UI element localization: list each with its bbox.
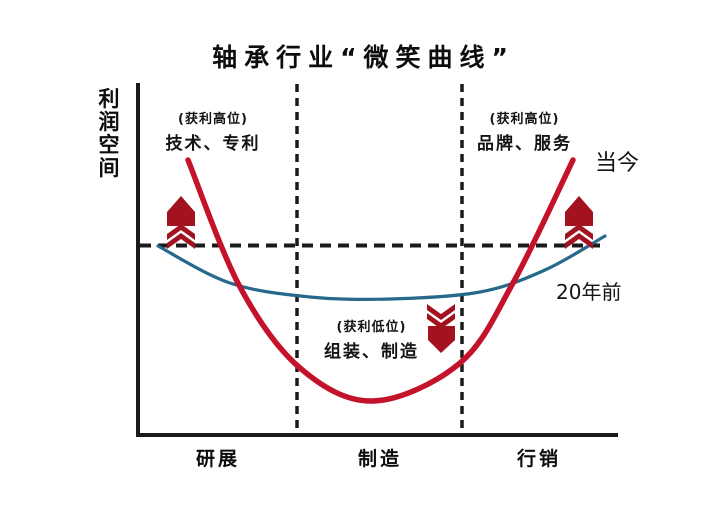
curve-today <box>185 157 576 404</box>
curve-20-years-ago <box>156 234 607 302</box>
up-arrow-left-icon <box>167 196 195 249</box>
annotation-rd-tag: (获利高位) <box>178 112 248 127</box>
annotation-rd-label: 技术、专利 <box>165 134 261 154</box>
y-axis-label: 利润空间 <box>98 87 120 181</box>
x-axis-label-mkt: 行销 <box>516 448 561 470</box>
annotation-marketing-label: 品牌、服务 <box>477 134 572 154</box>
chart-title: 轴承行业“微笑曲线” <box>212 43 515 72</box>
up-arrow-right-icon <box>565 196 593 249</box>
annotation-manufacturing-label: 组装、制造 <box>324 342 419 362</box>
x-axis-label-mfg: 制造 <box>357 448 402 470</box>
annotation-manufacturing: (获利低位) 组装、制造 <box>294 316 449 362</box>
annotation-marketing-tag: (获利高位) <box>489 112 560 127</box>
down-arrow-middle-icon <box>427 304 455 353</box>
annotation-rd: (获利高位) 技术、专利 <box>148 108 278 154</box>
curve-label-today: 当今 <box>595 151 640 176</box>
annotation-manufacturing-tag: (获利低位) <box>336 320 407 335</box>
annotation-marketing: (获利高位) 品牌、服务 <box>452 108 597 154</box>
curve-label-20-years-ago: 20年前 <box>556 280 622 304</box>
x-axis-label-rd: 研展 <box>195 448 240 470</box>
